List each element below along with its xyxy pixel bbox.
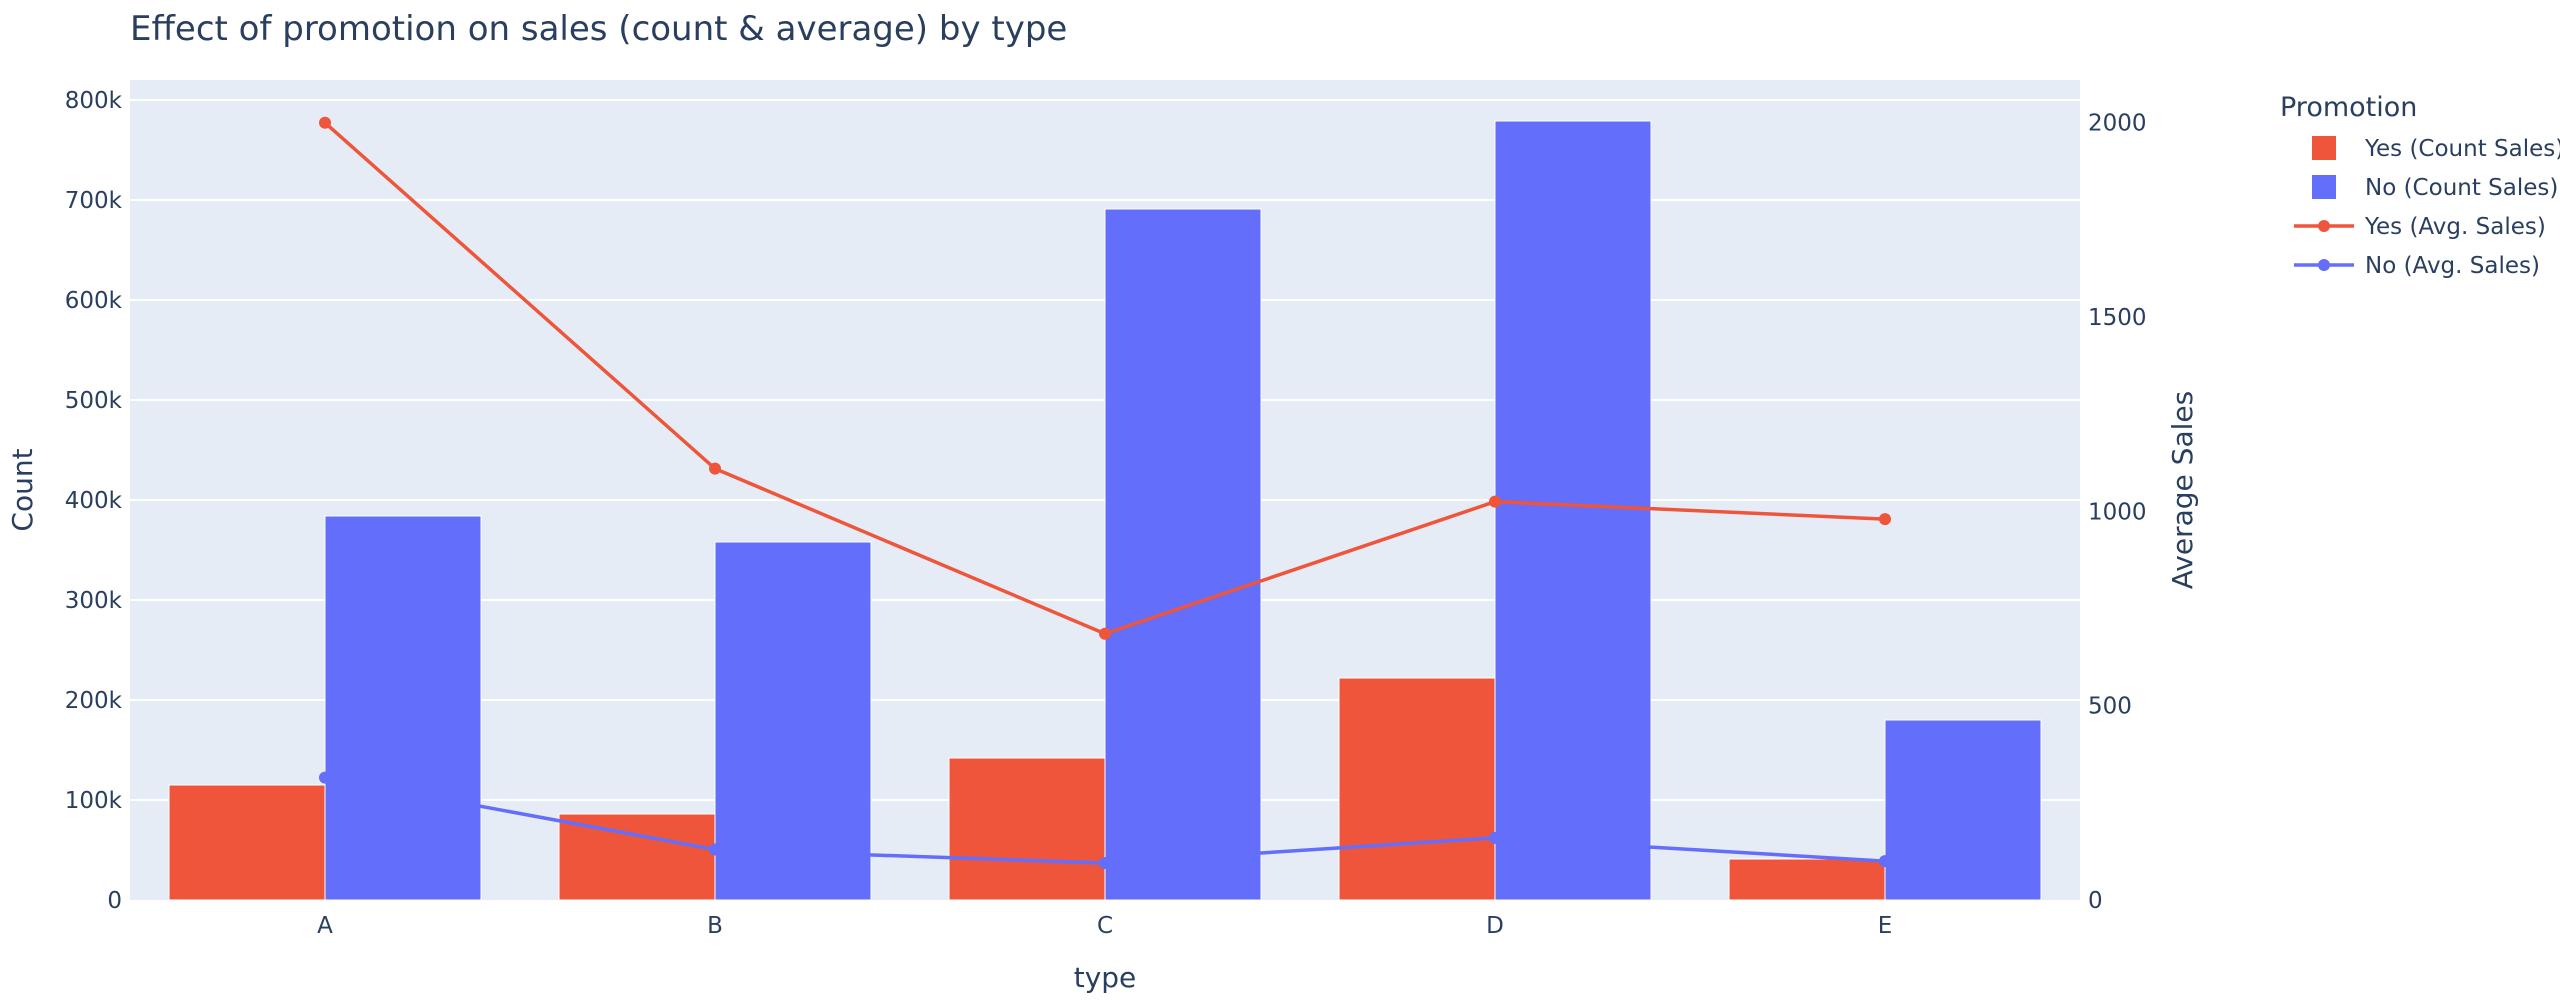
y-tick-label: 0 — [107, 888, 122, 914]
point-no-avg-sales--d — [1489, 831, 1501, 844]
legend-label: Yes (Avg. Sales) — [2364, 214, 2546, 240]
x-tick-label: D — [1486, 913, 1504, 939]
y2-tick-label: 2000 — [2088, 111, 2147, 137]
point-yes-avg-sales--a — [319, 116, 331, 129]
bar-no-count-sales--d — [1494, 120, 1652, 901]
y2-tick-label: 500 — [2088, 694, 2132, 720]
legend-label: Yes (Count Sales) — [2364, 136, 2560, 162]
y-axis-ticks: 0 100k 200k 300k 400k 500k 600k 700k 800k — [65, 88, 123, 914]
x-tick-label: C — [1097, 913, 1113, 939]
y-tick-label: 700k — [65, 188, 123, 214]
x-axis-title: type — [1074, 961, 1137, 994]
y-tick-label: 200k — [65, 688, 123, 714]
point-yes-avg-sales--c — [1099, 627, 1111, 640]
point-yes-avg-sales--e — [1879, 513, 1891, 526]
bar-no-count-sales--c — [1104, 208, 1262, 901]
point-yes-avg-sales--b — [709, 462, 721, 475]
lines — [319, 116, 1891, 870]
bar-yes-count-sales--d — [1338, 677, 1496, 901]
point-no-avg-sales--c — [1099, 857, 1111, 870]
point-yes-avg-sales--d — [1489, 495, 1501, 508]
bar-no-count-sales--a — [324, 515, 482, 901]
y2-axis-title: Average Sales — [2166, 391, 2199, 589]
bar-no-count-sales--e — [1884, 719, 2042, 901]
x-tick-label: E — [1878, 913, 1893, 939]
legend-swatch — [2312, 136, 2336, 160]
point-no-avg-sales--e — [1879, 855, 1891, 868]
y-tick-label: 300k — [65, 588, 123, 614]
bar-no-count-sales--b — [714, 541, 872, 901]
bar-yes-count-sales--a — [168, 784, 326, 901]
bar-yes-count-sales--b — [558, 813, 716, 901]
x-tick-label: B — [707, 913, 723, 939]
y-tick-label: 400k — [65, 488, 123, 514]
y2-tick-label: 1000 — [2088, 499, 2147, 525]
y2-axis-ticks: 0 500 1000 1500 2000 — [2088, 111, 2147, 914]
bars — [168, 120, 2042, 901]
legend-title: Promotion — [2280, 92, 2417, 123]
x-tick-label: A — [317, 913, 333, 939]
x-axis-ticks: A B C D E — [317, 913, 1892, 939]
y-axis-title: Count — [6, 448, 39, 531]
bar-yes-count-sales--e — [1728, 858, 1886, 901]
legend-label: No (Count Sales) — [2365, 175, 2558, 201]
legend-marker — [2318, 220, 2330, 232]
y2-tick-label: 1500 — [2088, 305, 2147, 331]
y-tick-label: 600k — [65, 288, 123, 314]
bar-yes-count-sales--c — [948, 757, 1106, 901]
legend: Promotion Yes (Count Sales) No (Count Sal… — [2280, 92, 2560, 279]
y-tick-label: 800k — [65, 88, 123, 114]
y-tick-label: 100k — [65, 788, 123, 814]
legend-label: No (Avg. Sales) — [2365, 253, 2540, 279]
legend-swatch — [2312, 175, 2336, 199]
y2-tick-label: 0 — [2088, 888, 2103, 914]
chart-title: Effect of promotion on sales (count & av… — [130, 9, 1067, 49]
point-no-avg-sales--a — [319, 771, 331, 784]
legend-marker — [2318, 259, 2330, 271]
point-no-avg-sales--b — [709, 843, 721, 856]
y-tick-label: 500k — [65, 388, 123, 414]
